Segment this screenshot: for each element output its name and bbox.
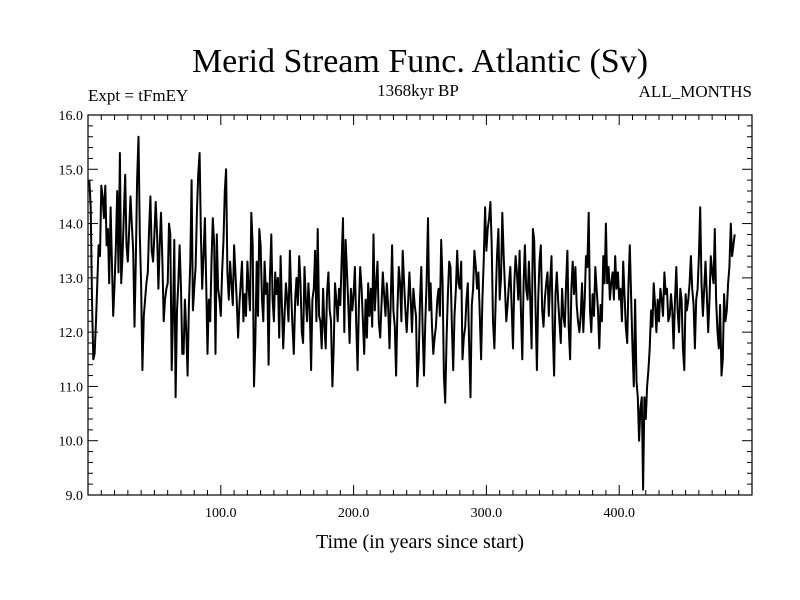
plot-frame	[87, 114, 753, 496]
x-axis-label: Time (in years since start)	[316, 531, 524, 553]
x-tick-label: 300.0	[471, 506, 503, 521]
chart-title: Merid Stream Func. Atlantic (Sv)	[192, 43, 648, 80]
period-label: 1368kyr BP	[377, 81, 459, 100]
y-tick-label: 11.0	[59, 380, 83, 395]
x-tick-label: 400.0	[603, 506, 635, 521]
x-tick-label: 100.0	[205, 506, 237, 521]
experiment-label: Expt = tFmEY	[88, 86, 188, 105]
y-tick-label: 9.0	[66, 489, 84, 504]
y-tick-label: 12.0	[59, 326, 84, 341]
y-tick-label: 13.0	[59, 272, 84, 287]
series-line	[88, 135, 736, 491]
y-tick-label: 14.0	[59, 218, 84, 233]
x-tick-label: 200.0	[338, 506, 370, 521]
months-label: ALL_MONTHS	[639, 82, 752, 101]
y-tick-label: 15.0	[59, 163, 84, 178]
y-axis: 9.0 10.0 11.0 12.0 13.0 14.0 15.0 16.0	[59, 109, 752, 504]
x-axis: 100.0 200.0 300.0 400.0	[100, 115, 740, 521]
y-tick-label: 10.0	[59, 435, 84, 450]
y-tick-label: 16.0	[59, 109, 84, 124]
